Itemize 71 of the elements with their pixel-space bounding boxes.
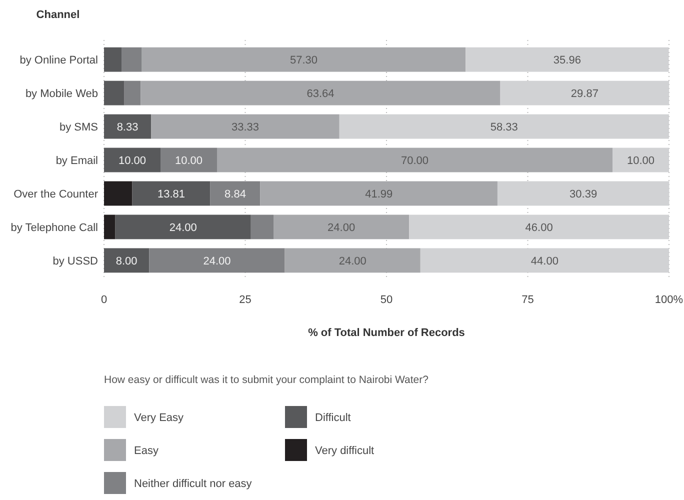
data-label: 8.00 <box>116 255 138 268</box>
bar <box>142 47 466 72</box>
bar <box>104 248 150 273</box>
data-label: 24.00 <box>169 222 197 234</box>
legend-label: Easy <box>134 445 159 457</box>
bar <box>274 214 410 240</box>
data-label: 35.96 <box>553 54 581 67</box>
bar <box>132 181 210 206</box>
bar <box>115 214 251 240</box>
y-tick-label: by Telephone Call <box>10 222 98 234</box>
bar <box>612 148 669 172</box>
data-label: 33.33 <box>231 122 259 134</box>
bar <box>210 181 260 206</box>
bar <box>124 80 141 106</box>
bar <box>466 47 669 72</box>
data-label: 41.99 <box>365 188 393 200</box>
data-label: 8.84 <box>224 188 246 200</box>
data-label: 29.87 <box>570 88 598 100</box>
bar <box>260 181 498 206</box>
bar <box>284 248 420 273</box>
bar <box>149 248 285 273</box>
y-tick-label: by USSD <box>52 255 98 268</box>
data-label: 44.00 <box>530 255 558 268</box>
data-label: 63.64 <box>306 88 334 100</box>
bar <box>497 181 670 206</box>
legend-label: Difficult <box>315 412 351 424</box>
data-label: 10.00 <box>118 155 146 167</box>
data-label: 46.00 <box>525 222 553 234</box>
bar <box>160 148 217 172</box>
bar <box>122 47 142 72</box>
y-tick-label: by Email <box>56 155 98 167</box>
bar <box>250 214 274 240</box>
bar <box>420 248 669 273</box>
legend-label: Very Easy <box>134 412 184 424</box>
data-label: 24.00 <box>338 255 366 268</box>
x-axis-title: % of Total Number of Records <box>308 327 465 339</box>
y-tick-label: by Online Portal <box>20 54 98 67</box>
y-axis-title: Channel <box>36 9 80 21</box>
legend-label: Very difficult <box>315 445 374 457</box>
data-label: 10.00 <box>174 155 203 167</box>
legend-label: Neither difficult nor easy <box>134 478 252 490</box>
y-tick-label: by Mobile Web <box>25 88 98 100</box>
bar <box>140 80 500 106</box>
x-tick-label: 0 <box>100 294 108 306</box>
bar <box>217 148 612 172</box>
bar <box>104 80 124 106</box>
bar <box>104 47 122 72</box>
data-label: 58.33 <box>490 122 518 134</box>
x-tick-label: 50 <box>380 294 393 306</box>
bar <box>104 214 116 240</box>
data-label: 57.30 <box>290 54 318 67</box>
bar <box>104 148 160 172</box>
y-tick-label: Over the Counter <box>14 188 98 200</box>
bar <box>409 214 669 240</box>
data-label: 8.33 <box>116 122 138 134</box>
data-label: 24.00 <box>328 222 356 234</box>
bar <box>500 80 670 106</box>
data-label: 13.81 <box>158 188 186 200</box>
data-label: 30.39 <box>570 188 598 200</box>
bar <box>104 181 132 206</box>
legend-title: How easy or difficult was it to submit your complaint to Nairobi Water? <box>104 374 429 386</box>
bar <box>339 114 669 139</box>
y-tick-label: by SMS <box>59 122 98 134</box>
x-tick-label: 75 <box>522 294 534 306</box>
x-tick-label: 100% <box>654 294 684 306</box>
bar <box>151 114 340 139</box>
bar <box>104 114 152 139</box>
x-tick-label: 25 <box>239 294 252 306</box>
data-label: 24.00 <box>203 255 231 268</box>
data-label: 70.00 <box>400 155 429 167</box>
data-label: 10.00 <box>626 155 655 167</box>
